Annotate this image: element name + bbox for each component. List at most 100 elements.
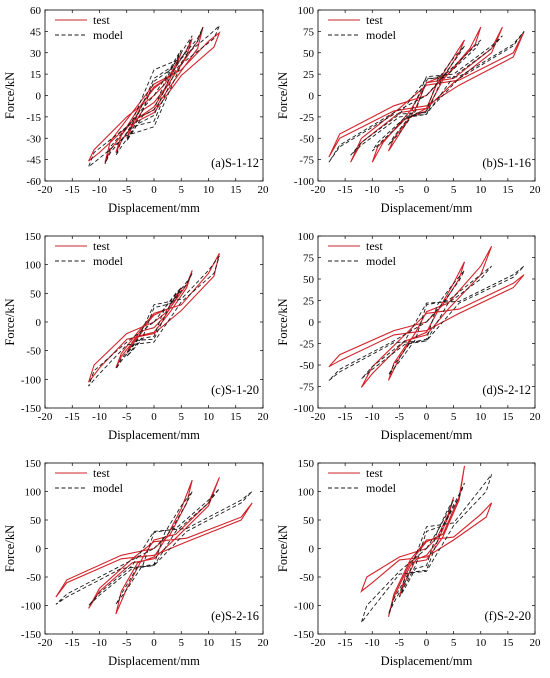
x-axis-label: Displacement/mm [381, 201, 473, 215]
y-tick-label: -50 [299, 360, 314, 372]
legend-label-test: test [366, 239, 383, 253]
x-tick-label: -5 [122, 184, 132, 196]
x-tick-label: 5 [179, 411, 185, 423]
y-tick-label: 150 [298, 458, 315, 470]
legend-label-model: model [366, 254, 397, 268]
chart-panel: -20 -15 -10 -5 0 5 10 15 20-150-100-50050100150D… [3, 458, 269, 668]
y-tick-label: 0 [309, 91, 315, 103]
x-tick-label: 10 [203, 411, 215, 423]
x-tick-label: -20 [38, 184, 53, 196]
series-line-test [328, 246, 525, 388]
legend-label-test: test [93, 466, 110, 480]
y-tick-label: 100 [25, 260, 42, 272]
chart-panel: -20 -15 -10 -5 0 5 10 15 20-100-75-50-2502550751… [276, 5, 541, 215]
x-tick-label: -10 [365, 411, 380, 423]
x-tick-label: 0 [424, 411, 430, 423]
x-tick-label: -20 [311, 184, 326, 196]
y-axis-label: Force/kN [276, 72, 290, 119]
legend-label-model: model [93, 28, 124, 42]
x-tick-label: -15 [65, 184, 80, 196]
x-tick-label: 5 [179, 637, 185, 649]
series-line-test [360, 465, 493, 618]
y-tick-label: 50 [303, 515, 315, 527]
x-tick-label: 5 [451, 184, 457, 196]
x-tick-label: 5 [451, 411, 457, 423]
y-tick-label: -75 [299, 155, 314, 167]
y-tick-label: 50 [30, 288, 42, 300]
y-tick-label: 25 [303, 296, 315, 308]
y-tick-label: -100 [21, 374, 42, 386]
y-tick-label: 0 [309, 544, 315, 556]
x-tick-label: -5 [395, 637, 405, 649]
y-tick-label: 100 [298, 5, 315, 17]
y-tick-label: -30 [26, 133, 41, 145]
legend-label-model: model [93, 481, 124, 495]
x-tick-label: 15 [230, 184, 242, 196]
x-tick-label: -10 [92, 411, 107, 423]
y-tick-label: 100 [298, 487, 315, 499]
y-tick-label: 30 [30, 48, 42, 60]
x-tick-label: 15 [502, 637, 514, 649]
y-axis-label: Force/kN [3, 525, 17, 572]
x-tick-label: -5 [122, 637, 132, 649]
x-tick-label: 5 [451, 637, 457, 649]
x-tick-label: 20 [530, 411, 542, 423]
x-tick-label: -20 [311, 637, 326, 649]
y-tick-label: -100 [294, 403, 315, 415]
y-axis-label: Force/kN [276, 525, 290, 572]
x-tick-label: 20 [258, 411, 270, 423]
x-tick-label: 10 [203, 184, 215, 196]
panel-label: (a)S-1-12 [211, 156, 259, 170]
legend-label-model: model [366, 28, 397, 42]
chart-panel: -20 -15 -10 -5 0 5 10 15 20-150-100-50050100150D… [3, 231, 269, 442]
y-tick-label: 0 [36, 317, 42, 329]
x-tick-label: -20 [38, 411, 53, 423]
series-line-model [328, 265, 525, 381]
x-tick-label: 10 [475, 637, 487, 649]
series-line-model [360, 474, 493, 623]
chart-panel: -20 -15 -10 -5 0 5 10 15 20 -60 -45 -30 -15 0 15 30 45 60… [3, 5, 269, 215]
x-tick-label: -10 [365, 184, 380, 196]
y-tick-label: -25 [299, 339, 314, 351]
x-tick-label: -10 [92, 637, 107, 649]
y-tick-label: 60 [30, 5, 42, 17]
x-tick-label: 10 [475, 411, 487, 423]
legend-label-test: test [93, 239, 110, 253]
x-tick-label: -15 [338, 637, 353, 649]
series-line-model [87, 25, 220, 169]
series-line-test [88, 252, 220, 383]
y-tick-label: -50 [26, 572, 41, 584]
x-tick-label: 15 [230, 411, 242, 423]
y-tick-label: -15 [26, 112, 41, 124]
x-tick-label: -15 [65, 637, 80, 649]
series-line-model [55, 488, 253, 606]
legend-label-test: test [366, 466, 383, 480]
y-tick-label: 15 [30, 69, 42, 81]
x-axis-label: Displacement/mm [108, 428, 200, 442]
x-tick-label: -20 [311, 411, 326, 423]
x-tick-label: 0 [424, 184, 430, 196]
x-tick-label: 15 [502, 184, 514, 196]
panel-label: (e)S-2-16 [211, 609, 259, 623]
x-tick-label: -10 [365, 637, 380, 649]
x-tick-label: 0 [151, 411, 157, 423]
x-tick-label: -5 [122, 411, 132, 423]
x-tick-label: -15 [338, 184, 353, 196]
y-tick-label: -50 [299, 133, 314, 145]
y-tick-label: 50 [303, 48, 315, 60]
x-axis-label: Displacement/mm [108, 201, 200, 215]
y-axis-label: Force/kN [276, 298, 290, 345]
series-line-model [88, 255, 220, 387]
y-tick-label: -150 [294, 629, 315, 641]
x-tick-label: 20 [258, 184, 270, 196]
y-tick-label: -100 [294, 601, 315, 613]
y-tick-label: -150 [21, 629, 42, 641]
series-line-test [328, 26, 525, 163]
legend-label-test: test [93, 13, 110, 27]
y-tick-label: -75 [299, 382, 314, 394]
x-tick-label: -15 [65, 411, 80, 423]
x-tick-label: 20 [530, 184, 542, 196]
x-tick-label: 0 [424, 637, 430, 649]
y-tick-label: -150 [21, 403, 42, 415]
